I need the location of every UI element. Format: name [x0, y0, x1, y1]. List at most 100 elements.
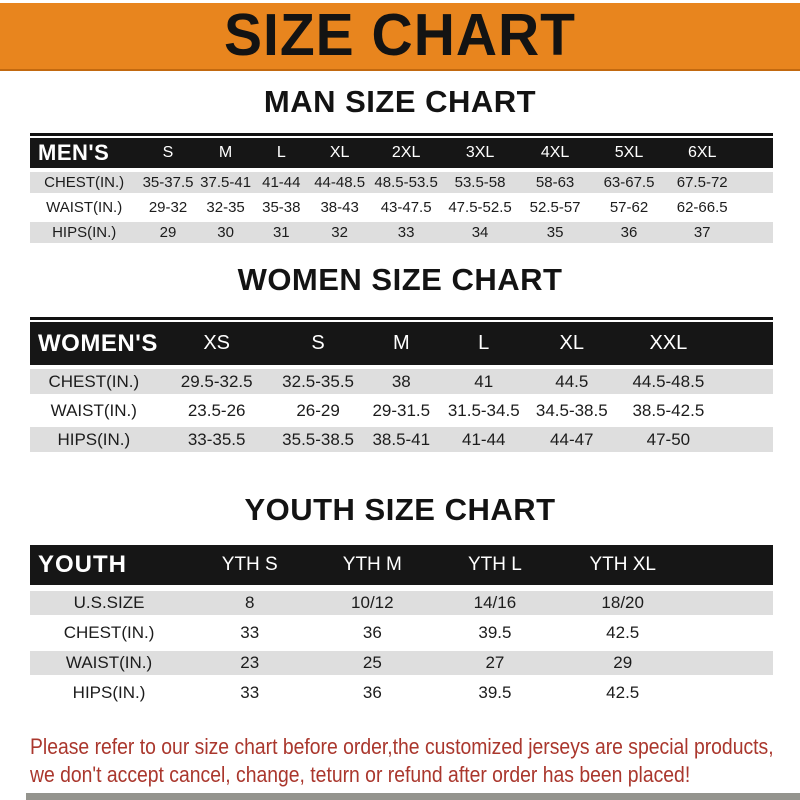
size-value-cell: 29.5-32.5 — [157, 365, 276, 396]
spacer-cell — [688, 675, 773, 705]
size-column-header: L — [253, 138, 310, 170]
row-label: CHEST(IN.) — [30, 615, 189, 648]
measurement-row: U.S.SIZE 8 10/12 14/16 18/20 — [30, 585, 773, 618]
size-value-cell: 44-47 — [525, 423, 619, 452]
size-column-header: XL — [525, 322, 619, 367]
size-value-cell: 37 — [665, 218, 739, 243]
size-value-cell: 41-44 — [442, 423, 526, 452]
size-value-cell: 35-38 — [253, 193, 310, 220]
size-column-header: YTH S — [188, 545, 312, 588]
spacer-cell — [738, 168, 773, 195]
size-column-header: S — [138, 138, 198, 170]
row-label: CHEST(IN.) — [30, 168, 139, 195]
size-value-cell: 36 — [592, 218, 666, 243]
size-value-cell: 43-47.5 — [370, 193, 443, 220]
size-value-cell: 37.5-41 — [197, 168, 254, 195]
size-value-cell: 33 — [188, 675, 312, 705]
order-policy-line-2: we don't accept cancel, change, teturn o… — [30, 762, 691, 787]
size-value-cell: 38-43 — [309, 193, 371, 220]
size-value-cell: 35.5-38.5 — [275, 423, 361, 452]
spacer-cell — [688, 645, 773, 678]
size-value-cell: 38 — [360, 365, 443, 396]
size-value-cell: 27 — [433, 645, 557, 678]
size-value-cell: 48.5-53.5 — [370, 168, 443, 195]
size-column-header: S — [275, 322, 361, 367]
order-policy-line-1: Please refer to our size chart before or… — [30, 734, 774, 759]
table-top-rule — [30, 317, 773, 320]
size-value-cell: 29-32 — [138, 193, 198, 220]
size-chart-banner: SIZE CHART — [0, 1, 800, 71]
size-value-cell: 29-31.5 — [360, 394, 443, 425]
size-column-header: XL — [309, 138, 371, 170]
size-value-cell: 29 — [556, 645, 689, 678]
size-value-cell: 47.5-52.5 — [442, 193, 518, 220]
size-value-cell: 67.5-72 — [665, 168, 739, 195]
spacer-cell — [688, 615, 773, 648]
women-table-section: WOMEN'S XS S M L XL XXL CHEST(IN.) 29.5-32.5 32.5… — [30, 317, 773, 452]
size-value-cell: 14/16 — [433, 585, 557, 618]
measurement-row: HIPS(IN.) 33-35.5 35.5-38.5 38.5-41 41-44 44-… — [30, 423, 773, 452]
women-size-chart-heading: WOMEN SIZE CHART — [237, 262, 563, 297]
youth-size-chart-heading: YOUTH SIZE CHART — [244, 492, 556, 527]
size-value-cell: 33 — [370, 218, 443, 243]
table-corner-label: WOMEN'S — [30, 322, 158, 367]
spacer-cell — [738, 218, 773, 243]
size-value-cell: 31 — [253, 218, 310, 243]
size-value-cell: 8 — [188, 585, 312, 618]
size-value-cell: 18/20 — [556, 585, 689, 618]
size-value-cell: 63-67.5 — [592, 168, 666, 195]
size-value-cell: 35-37.5 — [138, 168, 198, 195]
size-column-header: 4XL — [517, 138, 593, 170]
youth-table-section: YOUTH YTH S YTH M YTH L YTH XL U.S.SIZE 8 10/12… — [30, 545, 773, 705]
size-value-cell: 32-35 — [197, 193, 254, 220]
measurement-row: HIPS(IN.) 29 30 31 32 33 34 35 36 37 — [30, 218, 773, 243]
size-column-header: XXL — [618, 322, 719, 367]
size-value-cell: 42.5 — [556, 615, 689, 648]
banner-title: SIZE CHART — [224, 1, 576, 69]
size-column-header: L — [442, 322, 526, 367]
row-label: WAIST(IN.) — [30, 394, 158, 425]
size-value-cell: 52.5-57 — [517, 193, 593, 220]
size-value-cell: 38.5-41 — [360, 423, 443, 452]
size-value-cell: 23.5-26 — [157, 394, 276, 425]
bottom-edge-bar — [26, 793, 800, 800]
size-header-row: YOUTH YTH S YTH M YTH L YTH XL — [30, 545, 773, 588]
table-corner-label: MEN'S — [30, 138, 139, 170]
men-table-section: MEN'S S M L XL 2XL 3XL 4XL 5XL 6XL CHEST(IN.) 35-37… — [30, 133, 773, 243]
size-column-header: 2XL — [370, 138, 443, 170]
size-value-cell: 23 — [188, 645, 312, 678]
size-value-cell: 41-44 — [253, 168, 310, 195]
row-label: HIPS(IN.) — [30, 423, 158, 452]
spacer-cell — [718, 394, 773, 425]
size-value-cell: 53.5-58 — [442, 168, 518, 195]
size-value-cell: 47-50 — [618, 423, 719, 452]
spacer-cell — [718, 322, 773, 367]
measurement-row: CHEST(IN.) 33 36 39.5 42.5 — [30, 615, 773, 648]
size-value-cell: 34.5-38.5 — [525, 394, 619, 425]
measurement-row: WAIST(IN.) 23.5-26 26-29 29-31.5 31.5-34.5 34… — [30, 394, 773, 425]
size-column-header: M — [197, 138, 254, 170]
row-label: WAIST(IN.) — [30, 645, 189, 678]
measurement-row: CHEST(IN.) 35-37.5 37.5-41 41-44 44-48.5 48.5… — [30, 168, 773, 195]
youth-size-table: YOUTH YTH S YTH M YTH L YTH XL U.S.SIZE 8 10/12… — [30, 545, 773, 705]
spacer-cell — [718, 365, 773, 396]
size-value-cell: 33-35.5 — [157, 423, 276, 452]
order-policy-note: Please refer to our size chart before or… — [30, 733, 774, 789]
spacer-cell — [738, 138, 773, 170]
size-value-cell: 58-63 — [517, 168, 593, 195]
table-corner-label: YOUTH — [30, 545, 189, 588]
size-column-header: 6XL — [665, 138, 739, 170]
size-column-header: YTH XL — [556, 545, 689, 588]
size-value-cell: 62-66.5 — [665, 193, 739, 220]
measurement-row: CHEST(IN.) 29.5-32.5 32.5-35.5 38 41 44.5 44.5… — [30, 365, 773, 396]
size-value-cell: 44.5-48.5 — [618, 365, 719, 396]
spacer-cell — [688, 585, 773, 618]
size-value-cell: 10/12 — [311, 585, 434, 618]
size-value-cell: 38.5-42.5 — [618, 394, 719, 425]
size-value-cell: 35 — [517, 218, 593, 243]
row-label: HIPS(IN.) — [30, 218, 139, 243]
size-value-cell: 26-29 — [275, 394, 361, 425]
man-size-chart-heading: MAN SIZE CHART — [263, 84, 537, 119]
measurement-row: HIPS(IN.) 33 36 39.5 42.5 — [30, 675, 773, 705]
row-label: WAIST(IN.) — [30, 193, 139, 220]
